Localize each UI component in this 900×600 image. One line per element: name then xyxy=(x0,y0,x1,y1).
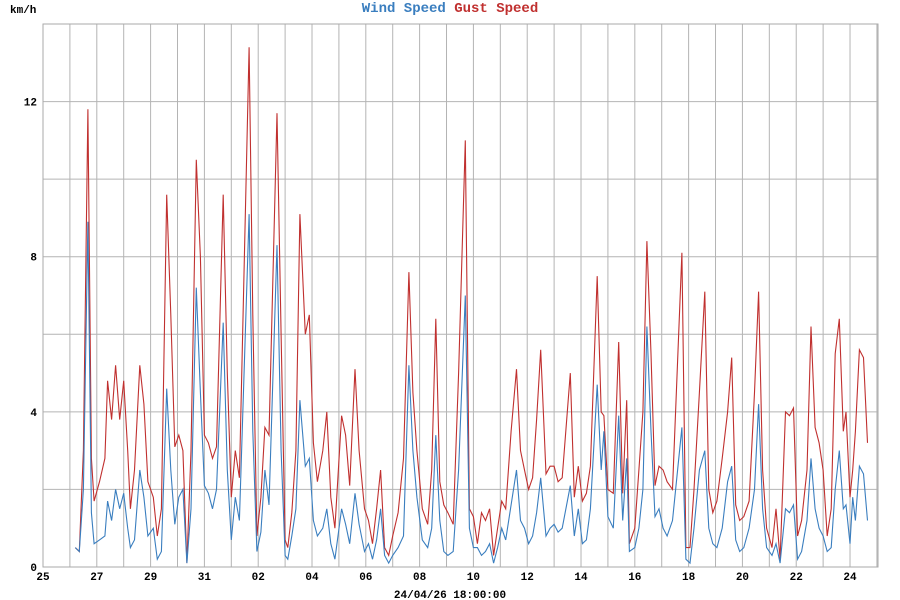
x-tick-label: 14 xyxy=(574,572,588,584)
x-axis-label: 24/04/26 18:00:00 xyxy=(394,590,506,600)
x-tick-label: 25 xyxy=(36,572,50,584)
legend-wind-speed: Wind Speed xyxy=(362,1,446,17)
wind-speed-line xyxy=(74,214,869,565)
legend-gust-speed: Gust Speed xyxy=(454,1,538,17)
x-tick-label: 04 xyxy=(305,572,319,584)
x-tick-label: 18 xyxy=(682,572,696,584)
x-tick-label: 06 xyxy=(359,572,372,584)
series-lines xyxy=(74,47,869,565)
y-axis-label: km/h xyxy=(10,5,36,17)
x-tick-label: 10 xyxy=(467,572,480,584)
y-tick-label: 12 xyxy=(24,98,37,110)
y-tick-label: 4 xyxy=(30,408,37,420)
x-tick-label: 22 xyxy=(790,572,803,584)
x-tick-label: 24 xyxy=(843,572,857,584)
x-tick-label: 16 xyxy=(628,572,641,584)
x-tick-label: 31 xyxy=(198,572,212,584)
x-tick-label: 27 xyxy=(90,572,103,584)
x-tick-label: 02 xyxy=(252,572,265,584)
y-tick-label: 0 xyxy=(30,563,37,575)
y-tick-label: 8 xyxy=(30,253,37,265)
plot-border xyxy=(42,23,879,568)
x-tick-label: 08 xyxy=(413,572,427,584)
gust-speed-line xyxy=(74,47,869,564)
chart-title: Wind Speed Gust Speed xyxy=(362,1,538,17)
x-tick-label: 12 xyxy=(521,572,534,584)
x-tick-label: 20 xyxy=(736,572,749,584)
x-tick-label: 29 xyxy=(144,572,157,584)
